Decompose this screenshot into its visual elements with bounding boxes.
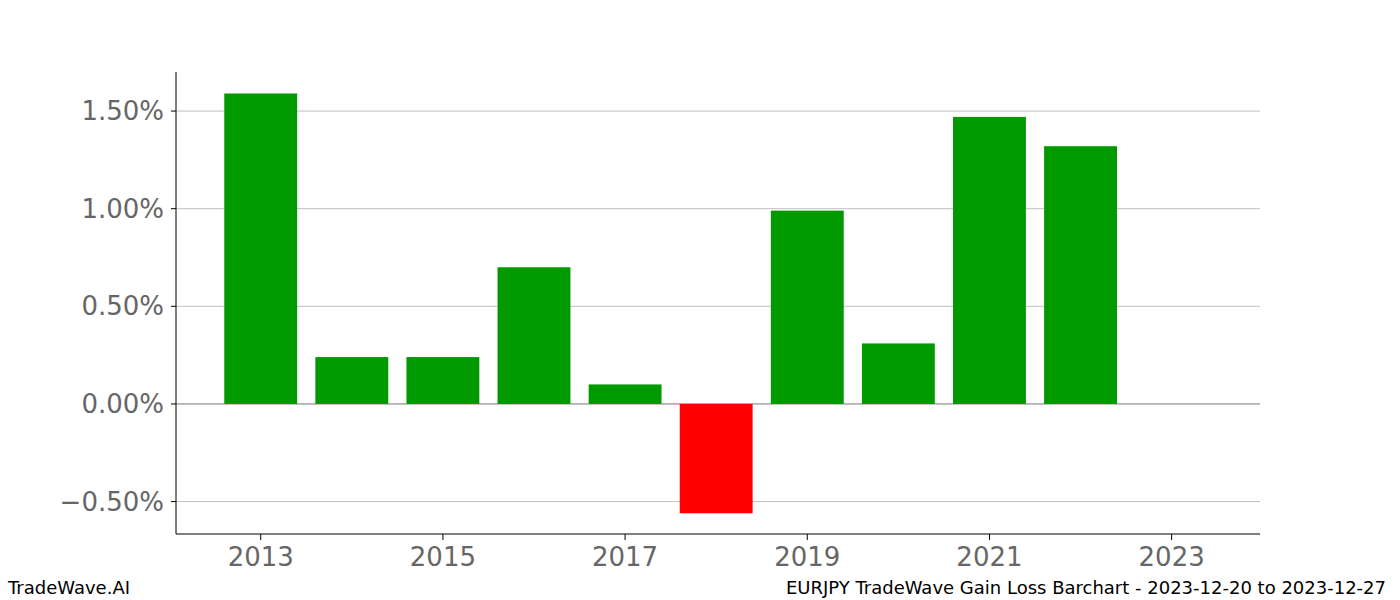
y-axis [176, 72, 177, 534]
grid-line [176, 111, 1260, 112]
bar [498, 267, 571, 404]
bar [953, 117, 1026, 404]
bars [224, 93, 1117, 513]
bar [224, 93, 297, 403]
y-tick [171, 208, 176, 209]
x-tick-label: 2015 [410, 542, 476, 572]
y-tick [171, 403, 176, 404]
y-tick-label: 1.00% [81, 194, 164, 224]
chart: −0.50% 0.00% 0.50% 1.00% 1.50% 2013 2015 2017 20… [0, 0, 1400, 600]
title: EURJPY TradeWave Gain Loss Barchart - 20… [786, 577, 1386, 598]
chart-root: −0.50% 0.00% 0.50% 1.00% 1.50% 2013 2015 2017 20… [0, 0, 1400, 600]
x-tick [989, 534, 990, 540]
x-axis [176, 534, 1260, 535]
x-tick [807, 534, 808, 540]
x-tick [442, 534, 443, 540]
bar [406, 357, 479, 404]
x-tick-label: 2021 [956, 542, 1022, 572]
y-tick [171, 306, 176, 307]
x-tick [1171, 534, 1172, 540]
bar [771, 211, 844, 404]
y-tick-label: 1.50% [81, 96, 164, 126]
y-tick [171, 501, 176, 502]
x-tick-label: 2013 [228, 542, 294, 572]
bar [862, 343, 935, 404]
y-tick-label: 0.00% [81, 389, 164, 419]
x-tick-label: 2019 [774, 542, 840, 572]
bar [1044, 146, 1117, 404]
bar [315, 357, 388, 404]
bar [680, 404, 753, 513]
y-tick-label: 0.50% [81, 291, 164, 321]
annotation: TradeWave.AI [7, 577, 130, 598]
bar [589, 384, 662, 404]
x-tick [625, 534, 626, 540]
x-tick-label: 2023 [1139, 542, 1205, 572]
x-tick-label: 2017 [592, 542, 658, 572]
y-tick-label: −0.50% [60, 487, 164, 517]
x-tick [260, 534, 261, 540]
y-tick [171, 111, 176, 112]
